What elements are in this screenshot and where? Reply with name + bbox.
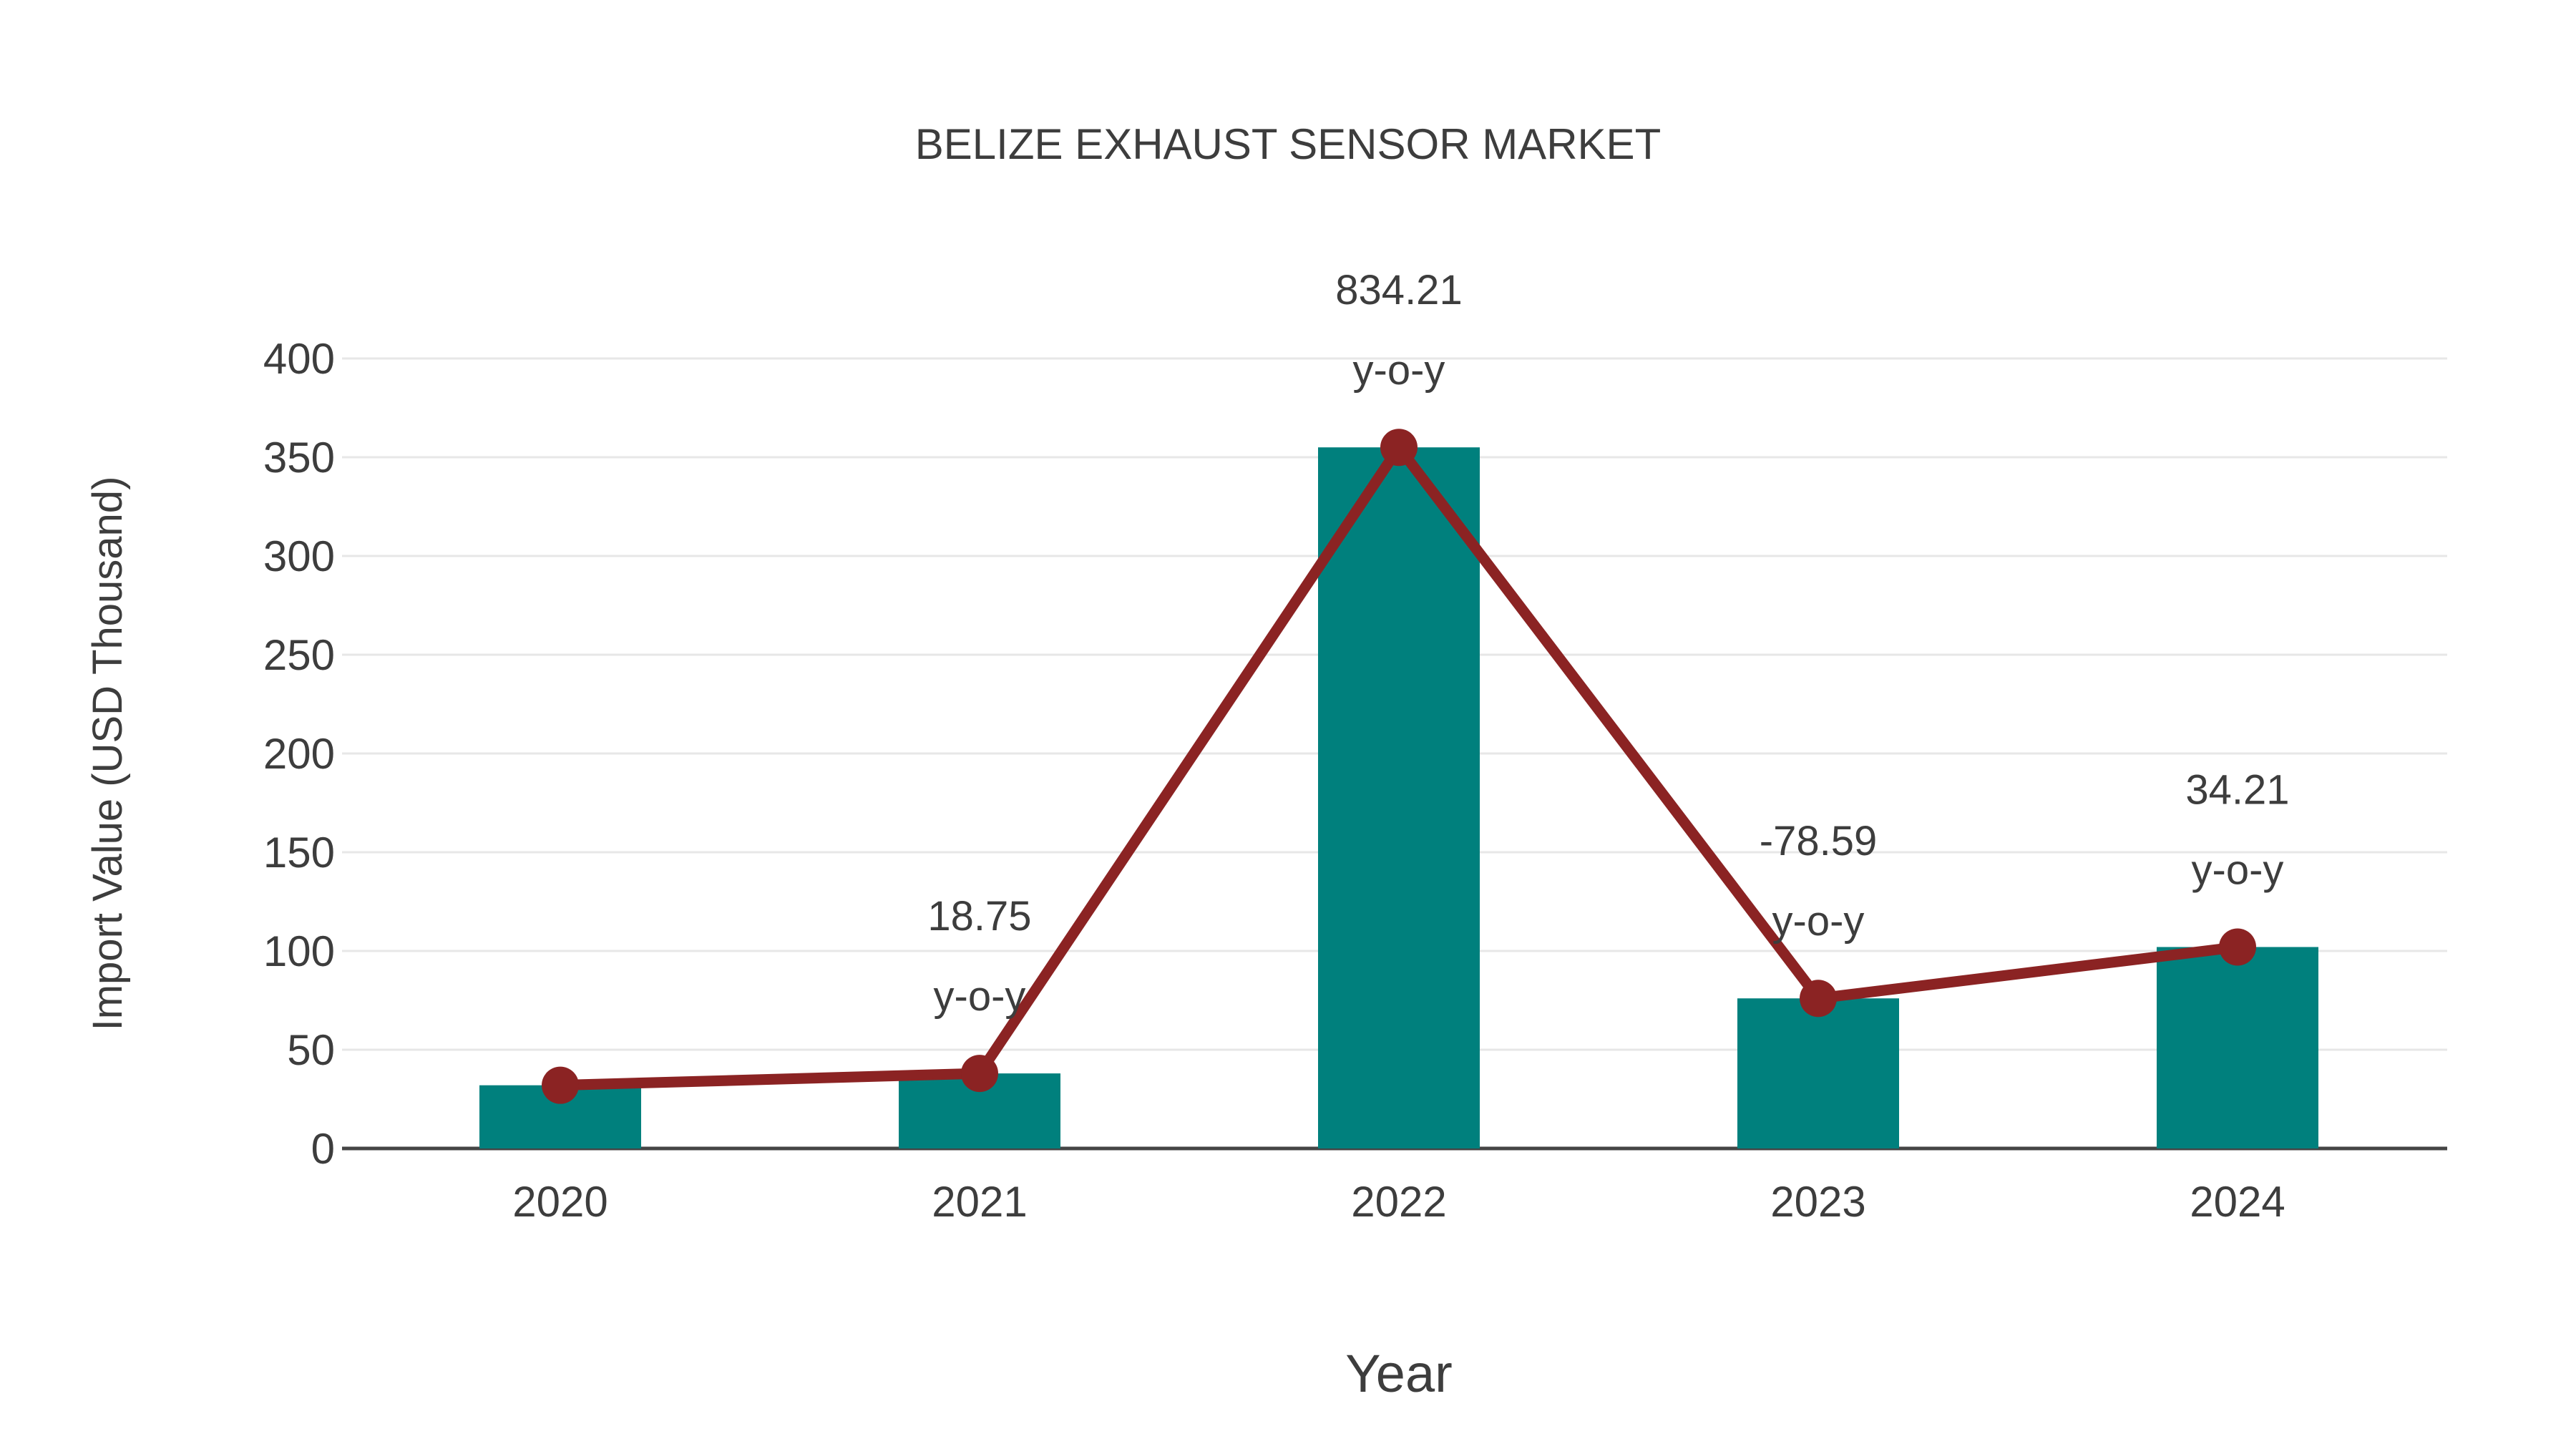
tick-labels-group: 0 50 100 150 200 250 300 350 400 2020 2021 2022 2023… xyxy=(263,335,2285,1226)
bars-group xyxy=(479,447,2318,1148)
x-axis-title: Year xyxy=(1345,1344,1453,1403)
annotation-suffix-2021: y-o-y xyxy=(934,973,1026,1020)
bar-2022[interactable] xyxy=(1318,447,1480,1148)
bar-2023[interactable] xyxy=(1737,998,1899,1148)
line-marker-2021[interactable] xyxy=(961,1055,998,1093)
y-tick-label-400: 400 xyxy=(263,335,335,383)
line-marker-2023[interactable] xyxy=(1800,980,1837,1018)
annotation-value-2023: -78.59 xyxy=(1760,818,1877,864)
annotation-value-2024: 34.21 xyxy=(2185,766,2289,813)
y-tick-label-200: 200 xyxy=(263,730,335,778)
line-marker-2022[interactable] xyxy=(1380,429,1418,467)
annotations-group: 18.75 y-o-y 834.21 y-o-y -78.59 y-o-y 34.21 y-o… xyxy=(927,267,2289,1020)
markers-group xyxy=(542,429,2256,1104)
x-tick-label-2023: 2023 xyxy=(1770,1178,1865,1226)
x-tick-label-2021: 2021 xyxy=(932,1178,1027,1226)
x-tick-label-2024: 2024 xyxy=(2190,1178,2285,1226)
chart-title: BELIZE EXHAUST SENSOR MARKET xyxy=(915,120,1661,168)
y-tick-label-250: 250 xyxy=(263,631,335,679)
y-tick-label-100: 100 xyxy=(263,927,335,975)
y-tick-label-300: 300 xyxy=(263,532,335,580)
bar-2024[interactable] xyxy=(2157,947,2318,1148)
x-tick-label-2020: 2020 xyxy=(512,1178,608,1226)
annotation-suffix-2024: y-o-y xyxy=(2192,847,2284,893)
y-tick-label-150: 150 xyxy=(263,829,335,877)
annotation-value-2021: 18.75 xyxy=(927,893,1031,940)
y-axis-title: Import Value (USD Thousand) xyxy=(84,477,131,1031)
annotation-suffix-2022: y-o-y xyxy=(1353,347,1445,394)
y-tick-label-350: 350 xyxy=(263,434,335,482)
line-marker-2020[interactable] xyxy=(542,1066,579,1104)
y-tick-label-0: 0 xyxy=(311,1125,335,1173)
y-tick-label-50: 50 xyxy=(287,1026,335,1074)
annotation-value-2022: 834.21 xyxy=(1335,267,1462,313)
annotation-suffix-2023: y-o-y xyxy=(1772,898,1865,945)
line-marker-2024[interactable] xyxy=(2219,928,2256,966)
x-tick-label-2022: 2022 xyxy=(1351,1178,1446,1226)
